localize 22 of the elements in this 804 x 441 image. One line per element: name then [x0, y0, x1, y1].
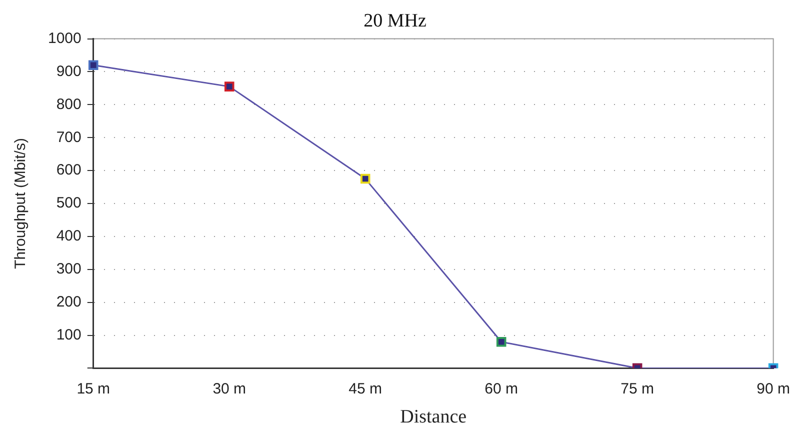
x-tick-label: 15 m [76, 380, 110, 398]
x-axis-title: Distance [400, 406, 467, 428]
chart-title: 20 MHz [364, 10, 426, 32]
point [88, 60, 98, 70]
x-tick-label: 75 m [620, 380, 654, 398]
y-tick-label: 600 [56, 162, 82, 179]
y-tick-label: 200 [56, 293, 82, 310]
y-tick-label: 500 [56, 194, 82, 212]
y-tick-label: 900 [56, 62, 82, 80]
y-tick-label: 700 [56, 128, 82, 146]
y-tick-label: 1000 [48, 30, 82, 47]
x-tick-label: 60 m [484, 380, 518, 398]
y-tick-label: 300 [56, 260, 82, 278]
y-tick-label: 100 [56, 326, 82, 344]
point [360, 174, 370, 184]
x-tick-label: 45 m [348, 380, 382, 398]
point [224, 82, 234, 92]
y-tick-label: 800 [56, 96, 82, 113]
y-tick-label: 400 [56, 228, 82, 245]
x-tick-label: 90 m [756, 380, 790, 398]
y-axis-title: Throughput (Mbit/s) [12, 138, 30, 269]
x-tick-label: 30 m [212, 380, 246, 398]
